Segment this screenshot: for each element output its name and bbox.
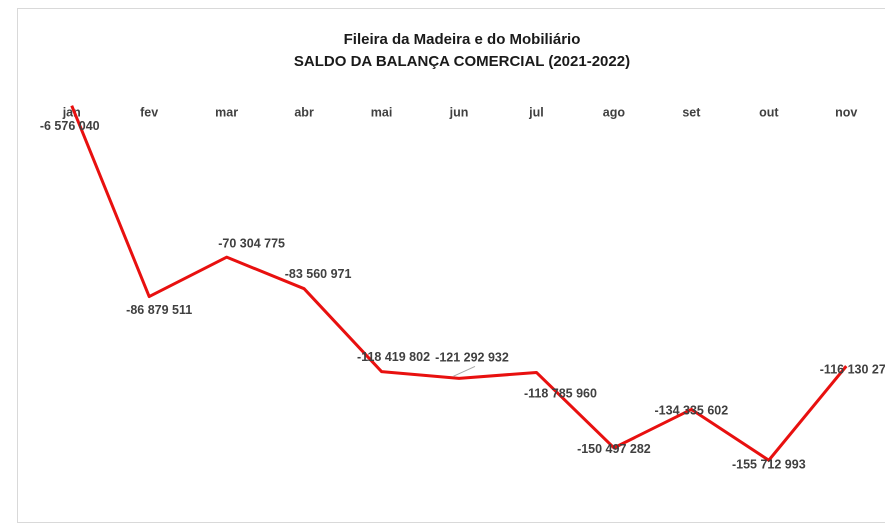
x-tick-label: ago	[603, 105, 626, 119]
data-label: -6 576 040	[40, 119, 100, 133]
x-tick-label: out	[759, 105, 779, 119]
data-label: -86 879 511	[126, 303, 192, 317]
chart-subtitle: SALDO DA BALANÇA COMERCIAL (2021-2022)	[294, 53, 630, 70]
x-tick-label: jun	[449, 105, 469, 119]
data-label: -116 130 270	[820, 362, 885, 376]
data-label: -150 497 282	[577, 442, 651, 456]
data-label: -121 292 932	[435, 351, 509, 365]
x-tick-label: mar	[215, 105, 238, 119]
data-label: -118 419 802	[357, 350, 430, 364]
chart-title: Fileira da Madeira e do Mobiliário	[344, 31, 581, 48]
data-label: -134 335 602	[655, 404, 729, 418]
data-label: -155 712 993	[732, 458, 806, 472]
data-line	[70, 105, 848, 462]
x-tick-label: nov	[835, 105, 857, 119]
x-tick-label: mai	[371, 105, 393, 119]
x-tick-label: abr	[294, 105, 314, 119]
chart-frame	[17, 8, 885, 523]
data-label: -70 304 775	[218, 236, 285, 250]
x-tick-label: jul	[528, 105, 544, 119]
x-tick-label: fev	[140, 105, 158, 119]
data-label: -118 785 960	[524, 387, 597, 401]
data-label: -83 560 971	[285, 267, 352, 281]
x-tick-label: set	[682, 105, 701, 119]
leader-line	[452, 365, 476, 377]
